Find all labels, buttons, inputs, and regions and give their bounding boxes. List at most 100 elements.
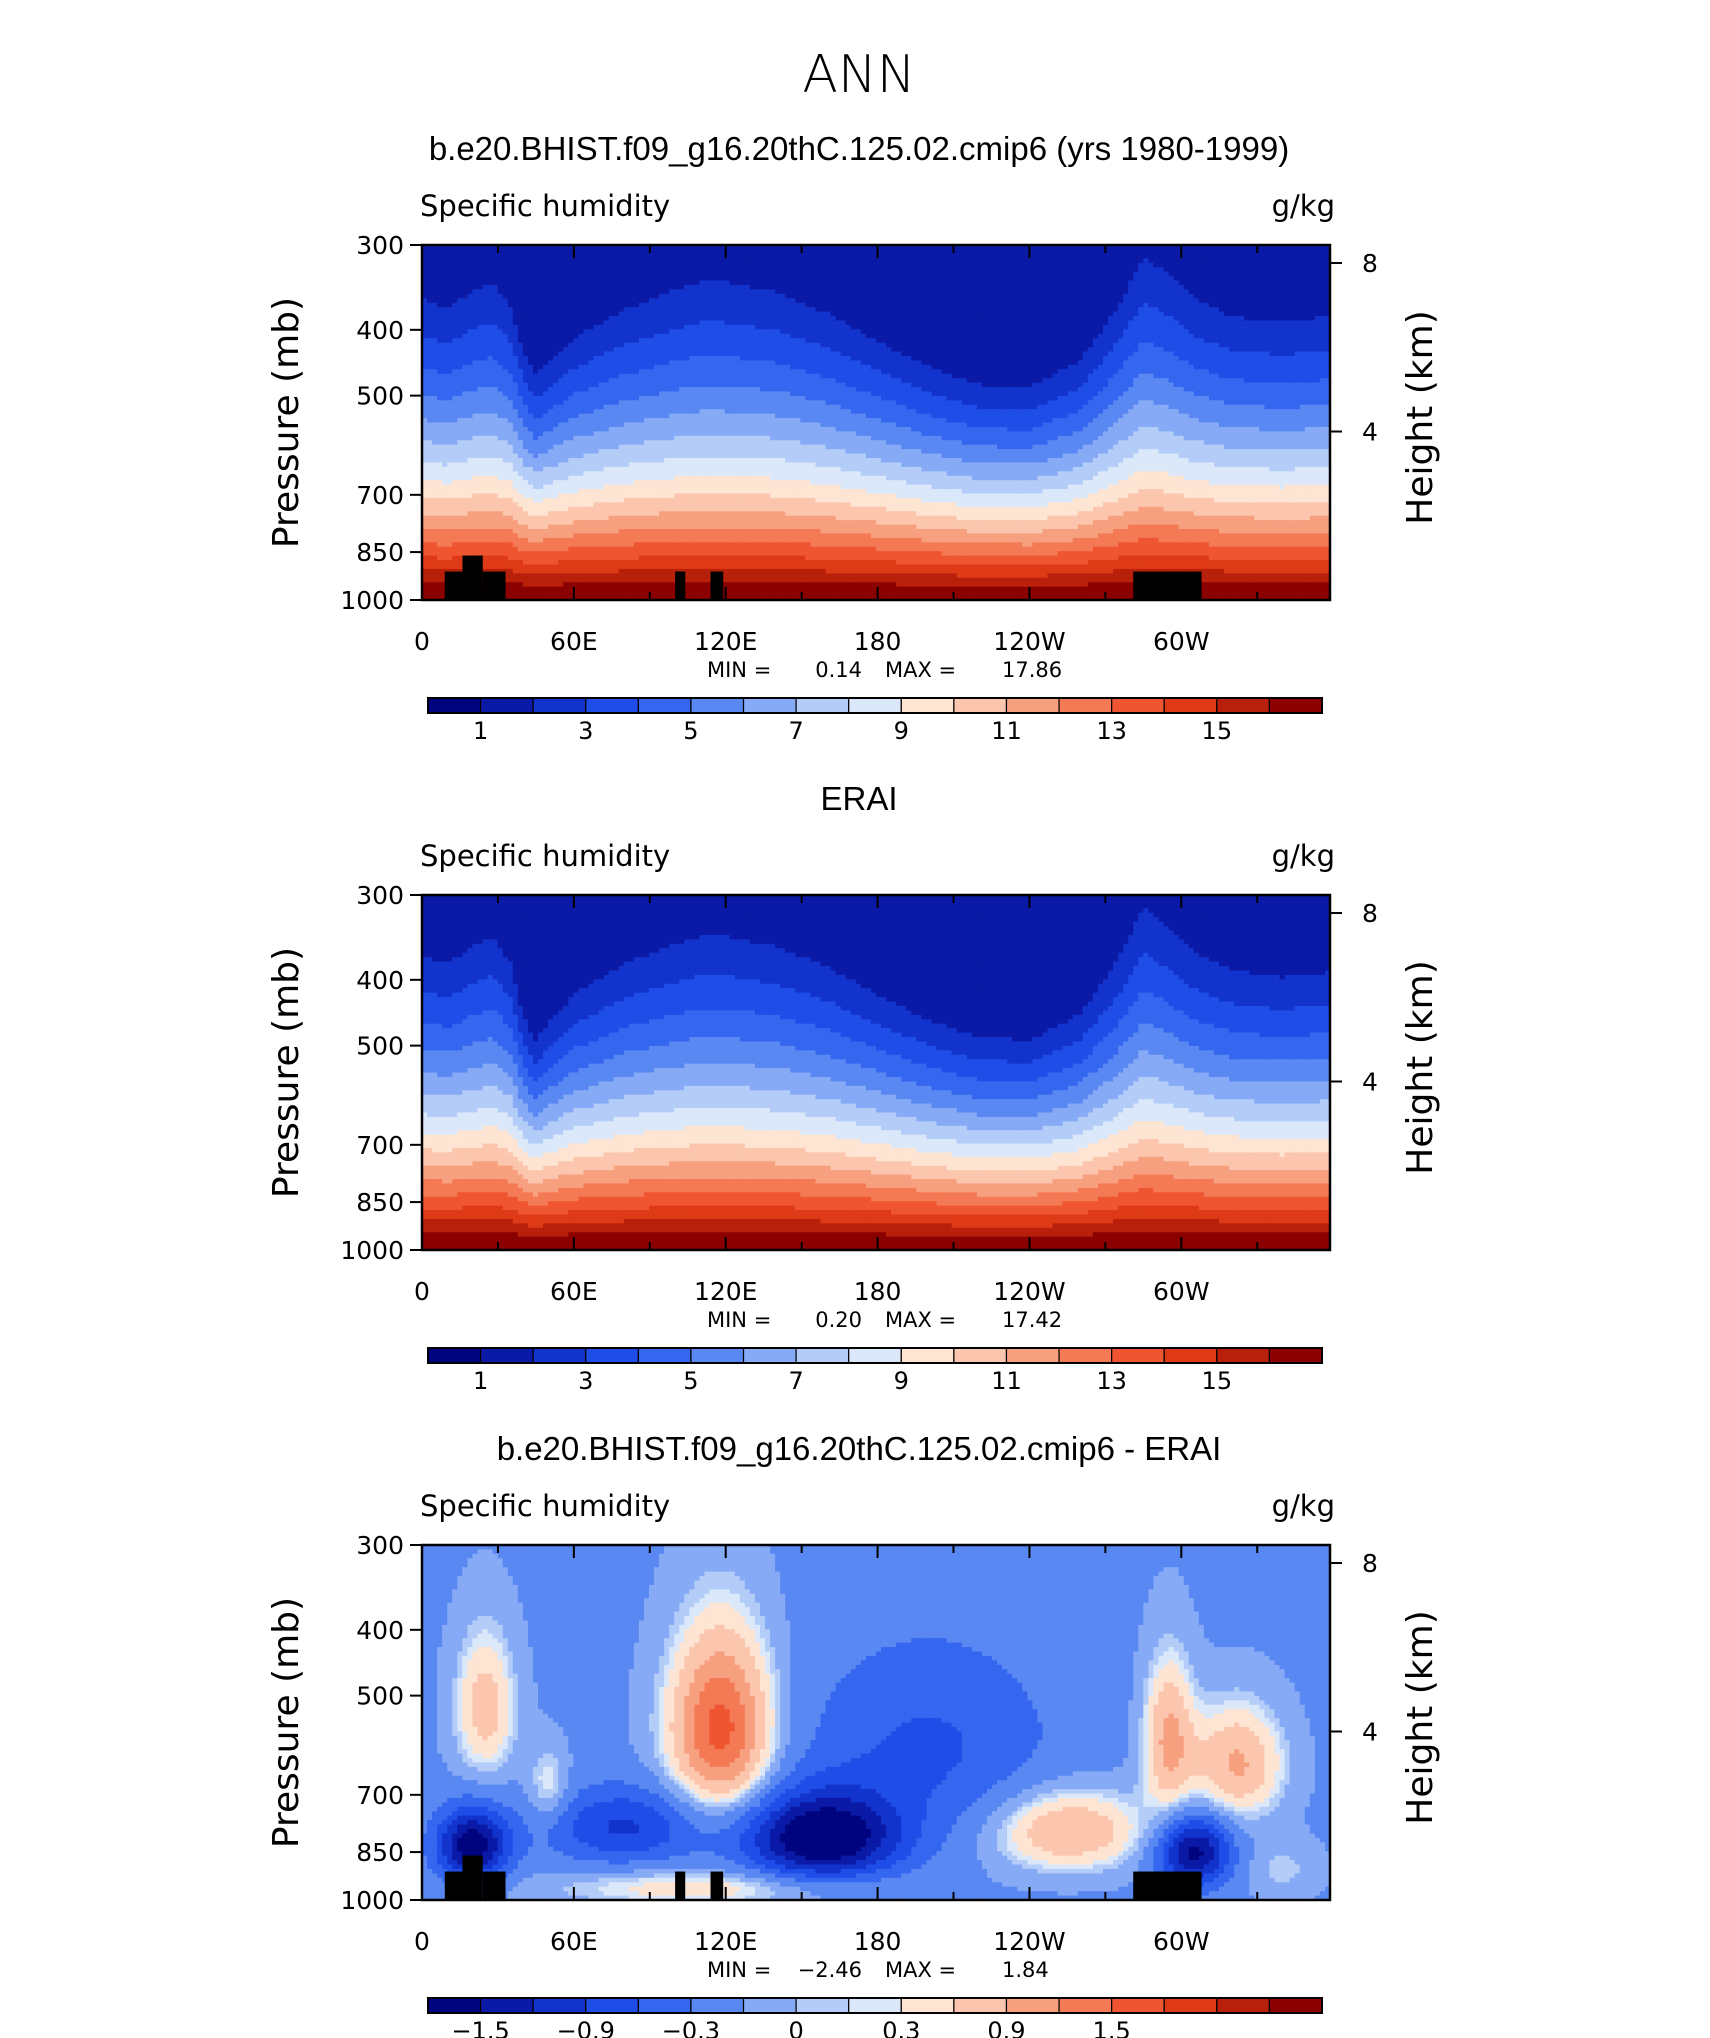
field-cell [679, 373, 685, 379]
field-cell [492, 435, 499, 441]
field-cell [492, 555, 499, 561]
field-cell [608, 471, 615, 477]
field-cell [487, 489, 494, 495]
field-cell [588, 253, 595, 259]
field-cell [709, 515, 716, 521]
field-cell [674, 373, 680, 379]
field-cell [704, 462, 711, 468]
field-cell [593, 422, 600, 428]
field-cell [442, 364, 448, 370]
field-cell [613, 555, 620, 561]
field-cell [699, 524, 706, 530]
field-cell [613, 515, 620, 521]
field-cell [694, 249, 701, 255]
field-cell [669, 245, 675, 251]
field-cell [472, 364, 479, 370]
field-cell [598, 493, 605, 499]
field-cell [487, 426, 494, 432]
field-cell [477, 351, 484, 357]
field-cell [568, 249, 574, 255]
field-cell [699, 324, 706, 330]
field-cell [497, 289, 504, 295]
field-cell [714, 475, 721, 481]
field-cell [623, 591, 630, 597]
field-cell [538, 253, 544, 259]
field-cell [462, 520, 468, 526]
field-column [507, 245, 514, 600]
field-cell [689, 422, 695, 428]
field-cell [588, 591, 595, 597]
field-cell [452, 515, 458, 521]
field-cell [553, 364, 559, 370]
field-cell [689, 413, 695, 419]
field-cell [538, 360, 544, 366]
field-cell [608, 329, 615, 335]
field-cell [568, 267, 574, 273]
field-cell [613, 382, 620, 388]
field-cell [613, 480, 620, 486]
field-cell [613, 347, 620, 353]
field-cell [633, 404, 640, 410]
field-cell [427, 262, 433, 268]
field-cell [467, 493, 474, 499]
field-cell [643, 533, 650, 539]
field-cell [422, 595, 428, 600]
field-cell [472, 382, 479, 388]
field-cell [719, 564, 726, 570]
field-cell [724, 276, 731, 282]
field-cell [543, 458, 549, 464]
field-cell [538, 426, 544, 432]
field-cell [659, 271, 665, 277]
field-cell [497, 502, 504, 508]
field-cell [694, 316, 701, 322]
field-cell [719, 524, 726, 530]
field-cell [649, 355, 655, 361]
field-cell [507, 333, 514, 339]
field-cell [638, 267, 645, 273]
field-cell [714, 329, 721, 335]
field-cell [522, 551, 529, 557]
field-cell [568, 320, 574, 326]
field-cell [654, 524, 660, 530]
field-cell [437, 506, 443, 512]
field-cell [437, 418, 443, 424]
field-cell [719, 529, 726, 535]
field-cell [714, 293, 721, 299]
field-cell [623, 533, 630, 539]
field-cell [553, 387, 559, 393]
field-cell [628, 573, 635, 579]
field-cell [502, 382, 509, 388]
field-cell [543, 333, 549, 339]
field-cell [699, 373, 706, 379]
field-cell [689, 400, 695, 406]
field-cell [442, 249, 448, 255]
field-cell [553, 253, 559, 259]
field-cell [583, 458, 590, 464]
field-cell [618, 347, 625, 353]
field-cell [633, 515, 640, 521]
field-cell [512, 342, 519, 348]
field-cell [563, 586, 569, 592]
field-column [548, 245, 554, 600]
field-cell [684, 542, 690, 548]
field-cell [714, 444, 721, 450]
field-cell [482, 537, 489, 543]
field-cell [623, 422, 630, 428]
field-cell [603, 542, 610, 548]
field-cell [689, 529, 695, 535]
field-cell [593, 595, 600, 600]
field-cell [588, 440, 595, 446]
field-cell [532, 537, 539, 543]
field-cell [553, 444, 559, 450]
field-cell [679, 378, 685, 384]
field-cell [679, 484, 685, 490]
field-cell [694, 364, 701, 370]
field-cell [593, 475, 600, 481]
field-cell [638, 453, 645, 459]
field-cell [437, 484, 443, 490]
field-cell [563, 511, 569, 517]
field-cell [598, 466, 605, 472]
field-cell [689, 311, 695, 317]
field-cell [512, 573, 519, 579]
field-cell [679, 418, 685, 424]
